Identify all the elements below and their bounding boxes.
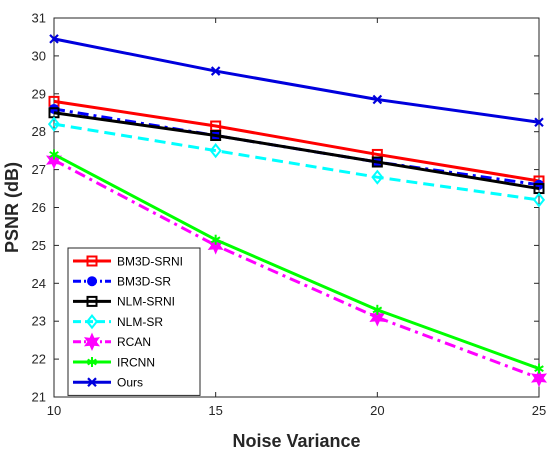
- series-bm3d-srni: [48, 95, 545, 187]
- data-point-ircnn: [210, 234, 221, 245]
- legend-entry-ours: Ours: [73, 376, 143, 390]
- y-tick-label: 23: [32, 314, 46, 329]
- y-axis-label: PSNR (dB): [2, 162, 22, 253]
- legend-entry-bm3d-srni: BM3D-SRNI: [73, 254, 183, 268]
- legend: BM3D-SRNI BM3D-SR NLM-SRNI NLM-SR RCAN IRCNN O…: [67, 247, 201, 396]
- x-tick-label: 20: [370, 403, 384, 418]
- data-point-nlm-sr: [209, 143, 222, 159]
- legend-label: BM3D-SRNI: [117, 254, 183, 268]
- data-point-nlm-sr: [532, 192, 546, 208]
- asterisk-stroke: [372, 306, 383, 314]
- series-line-bm3d-sr: [53, 107, 540, 187]
- data-point-nlm-srni: [371, 156, 383, 168]
- series-nlm-srni: [48, 107, 545, 195]
- y-tick-label: 29: [32, 86, 46, 101]
- legend-label: NLM-SRNI: [117, 295, 175, 309]
- data-point-ircnn: [534, 363, 544, 374]
- data-point-nlm-sr: [47, 116, 61, 132]
- asterisk-stroke: [210, 236, 221, 244]
- legend-marker: [86, 295, 98, 307]
- y-tick-label: 25: [32, 238, 46, 253]
- legend-entry-ircnn: IRCNN: [73, 355, 155, 369]
- y-tick-label: 22: [32, 352, 46, 367]
- asterisk-stroke: [534, 365, 544, 372]
- y-tick-label: 26: [32, 200, 46, 215]
- legend-marker: [85, 313, 99, 330]
- y-tick-label: 21: [32, 390, 46, 405]
- asterisk-stroke: [49, 151, 59, 158]
- legend-entry-nlm-srni: NLM-SRNI: [73, 295, 175, 309]
- data-point-ours: [372, 94, 383, 105]
- series-ircnn: [49, 149, 544, 374]
- legend-marker: [86, 255, 98, 267]
- series-ours: [49, 34, 544, 128]
- legend-label: Ours: [117, 376, 143, 390]
- data-point-ircnn: [49, 149, 59, 160]
- legend-marker: [87, 276, 97, 287]
- data-point-nlm-sr: [371, 169, 384, 185]
- series-group: [45, 34, 548, 388]
- legend-label: NLM-SR: [117, 315, 163, 329]
- series-line-bm3d-srni: [53, 99, 540, 183]
- data-point-ours: [534, 117, 544, 128]
- y-tick-label: 24: [32, 276, 46, 291]
- series-line-ours: [53, 37, 540, 124]
- data-point-nlm-srni: [210, 129, 222, 141]
- cross-stroke: [49, 34, 59, 44]
- x-tick-label: 25: [532, 403, 546, 418]
- series-nlm-sr: [47, 116, 546, 208]
- series-line-rcan: [53, 158, 540, 380]
- cross-stroke: [534, 117, 544, 128]
- legend-label: RCAN: [117, 335, 151, 349]
- data-point-ours: [49, 34, 59, 44]
- legend-entry-bm3d-sr: BM3D-SR: [73, 275, 171, 289]
- data-point-ours: [210, 66, 221, 76]
- cross-stroke: [372, 94, 383, 105]
- data-point-ircnn: [372, 304, 383, 315]
- data-point-rcan: [530, 368, 548, 388]
- y-tick-label: 31: [32, 11, 46, 26]
- asterisk-stroke: [87, 358, 97, 366]
- series-line-ircnn: [53, 153, 540, 370]
- y-tick-label: 27: [32, 162, 46, 177]
- cross-stroke: [210, 66, 221, 76]
- legend-label: BM3D-SR: [117, 275, 171, 289]
- axes: 10 15 20 25 21 22 23 24 25 26 27 28 29 30 31: [32, 11, 547, 419]
- series-line-nlm-srni: [53, 111, 540, 191]
- legend-marker: [87, 357, 97, 367]
- legend-marker: [83, 332, 101, 352]
- legend-entry-rcan: RCAN: [73, 332, 151, 352]
- legend-entry-nlm-sr: NLM-SR: [73, 313, 163, 330]
- data-point-rcan: [45, 150, 63, 170]
- series-line-nlm-sr: [53, 122, 540, 202]
- y-tick-label: 30: [32, 48, 46, 63]
- legend-label: IRCNN: [117, 355, 155, 369]
- x-axis-label: Noise Variance: [232, 431, 360, 451]
- y-tick-label: 28: [32, 124, 46, 139]
- x-tick-label: 15: [208, 403, 222, 418]
- legend-marker: [87, 377, 97, 387]
- x-tick-label: 10: [47, 403, 61, 418]
- cross-stroke: [87, 377, 97, 387]
